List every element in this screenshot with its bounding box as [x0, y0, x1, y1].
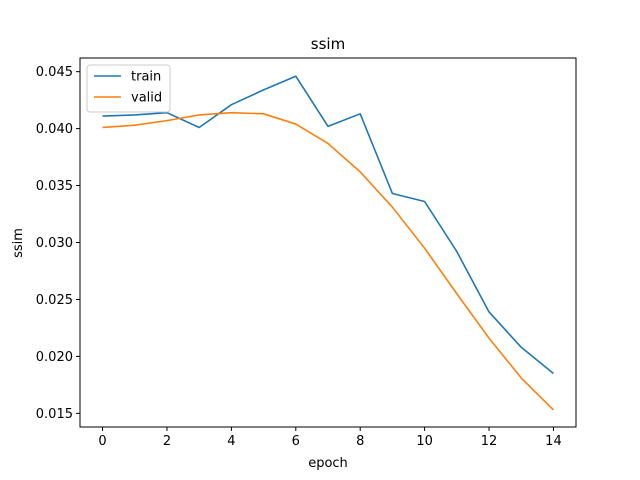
- y-tick-label: 0.025: [36, 293, 73, 308]
- y-tick-label: 0.035: [36, 179, 73, 194]
- legend-entries: train valid: [94, 70, 162, 106]
- x-tick-label: 12: [481, 434, 498, 449]
- x-axis-label: epoch: [308, 456, 348, 471]
- x-tick-label: 6: [292, 434, 300, 449]
- legend: train valid: [86, 64, 171, 113]
- y-tick-label: 0.040: [36, 122, 73, 137]
- x-tick-label: 8: [356, 434, 364, 449]
- y-tick-label: 0.045: [36, 65, 73, 80]
- y-tick-label: 0.030: [36, 236, 73, 251]
- y-axis: 0.015 0.020 0.025 0.030 0.035 0.040 0.045: [36, 65, 80, 422]
- y-tick-label: 0.015: [36, 407, 73, 422]
- legend-label-train: train: [131, 70, 161, 85]
- y-axis-label: ssim: [11, 228, 26, 258]
- chart-title: ssim: [311, 35, 345, 53]
- legend-label-valid: valid: [131, 91, 162, 106]
- series-line-valid: [102, 111, 555, 411]
- y-tick-label: 0.020: [36, 350, 73, 365]
- x-tick-label: 2: [163, 434, 171, 449]
- x-tick-label: 14: [545, 434, 562, 449]
- plot-area: 0 2 4 6 8 10 12 14 0.0150.0200.0250.0300.0350.0…: [36, 57, 577, 449]
- x-tick-label: 0: [98, 434, 106, 449]
- x-axis: 0 2 4 6 8 10 12 14: [98, 427, 562, 449]
- x-tick-label: 10: [416, 434, 433, 449]
- series-line-train: [102, 75, 554, 375]
- series-lines: [102, 75, 555, 411]
- x-tick-label: 4: [227, 434, 235, 449]
